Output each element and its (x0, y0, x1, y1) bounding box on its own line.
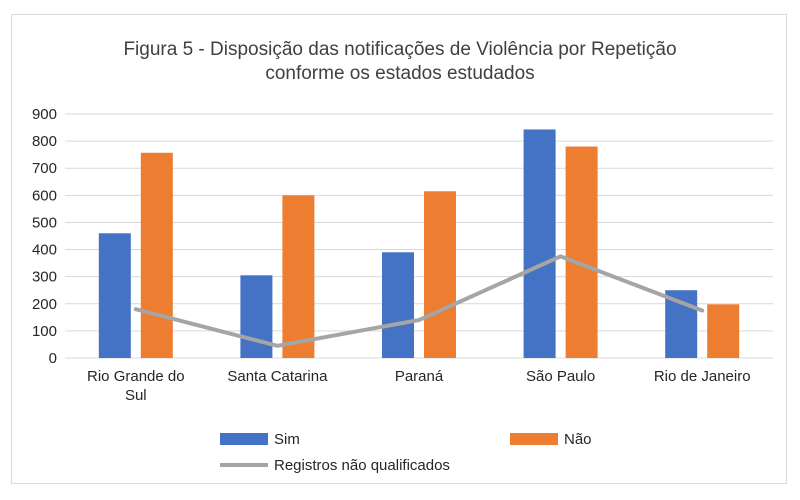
legend: Sim Não Registros não qualificados (220, 431, 592, 474)
line-series (133, 254, 705, 348)
bar-sim-2 (382, 252, 414, 358)
line-series-registros-nao-qualificados (133, 254, 705, 348)
bar-sim-1 (240, 275, 273, 358)
legend-label-n-o: Não (564, 431, 592, 448)
chart-frame (11, 14, 787, 484)
bar-n-o-2 (424, 191, 456, 358)
x-tick-label: Rio Grande do (87, 368, 185, 385)
legend-swatch-sim (220, 433, 268, 445)
gridlines (65, 113, 773, 359)
y-tick-label: 700 (32, 160, 57, 177)
x-tick-label: Sul (125, 387, 147, 404)
y-tick-label: 0 (49, 350, 57, 367)
chart-title: Figura 5 - Disposição das notificações d… (123, 39, 676, 84)
bars (98, 129, 740, 358)
bar-n-o-1 (282, 195, 315, 358)
y-tick-label: 900 (32, 106, 57, 123)
x-tick-label: Paraná (395, 368, 444, 385)
chart-title-line-1: Figura 5 - Disposição das notificações d… (123, 39, 676, 60)
x-tick-label: Santa Catarina (227, 368, 328, 385)
bar-n-o-3 (565, 146, 598, 358)
y-tick-label: 800 (32, 133, 57, 150)
bar-n-o-4 (707, 304, 740, 358)
legend-swatch-n-o (510, 433, 558, 445)
y-tick-label: 600 (32, 187, 57, 204)
legend-label-registros-n-o-qualificados: Registros não qualificados (274, 457, 450, 474)
chart-title-line-2: conforme os estados estudados (265, 63, 534, 84)
bar-n-o-0 (140, 152, 173, 358)
x-tick-label: São Paulo (526, 368, 595, 385)
bar-sim-3 (523, 129, 556, 358)
x-axis-ticks: Rio Grande do Sul Santa Catarina Paraná São … (87, 368, 751, 404)
x-tick-label: Rio de Janeiro (654, 368, 751, 385)
y-tick-label: 100 (32, 323, 57, 340)
bar-sim-0 (98, 233, 131, 358)
y-tick-label: 200 (32, 296, 57, 313)
y-tick-label: 500 (32, 214, 57, 231)
y-tick-label: 300 (32, 269, 57, 286)
y-axis-ticks: 0 100 200 300 400 500 600 700 800 900 (32, 106, 57, 367)
legend-label-sim: Sim (274, 431, 300, 448)
y-tick-label: 400 (32, 242, 57, 259)
